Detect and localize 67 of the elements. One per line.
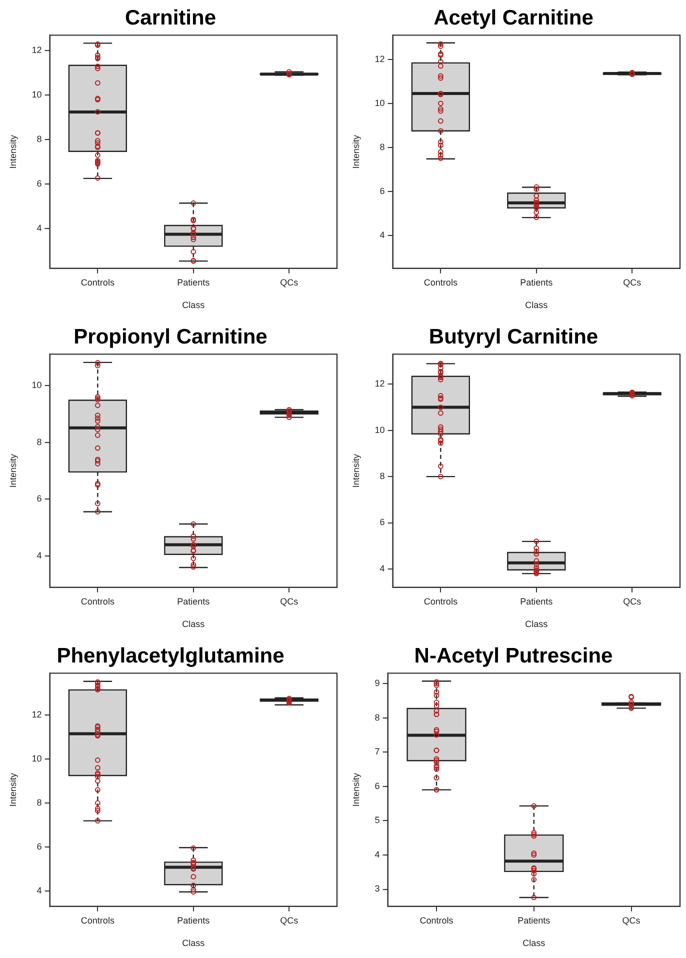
y-axis-title: Intensity: [350, 454, 361, 488]
y-axis-title: Intensity: [350, 772, 361, 807]
chart-title: Acetyl Carnitine: [434, 6, 594, 30]
y-tick-label: 12: [374, 378, 385, 389]
chart-title: Carnitine: [124, 6, 216, 30]
y-tick-label: 12: [374, 54, 385, 64]
x-tick-label: QCs: [622, 915, 641, 926]
x-axis-title: Class: [182, 938, 206, 948]
y-tick-label: 10: [374, 98, 385, 108]
chart-title: Phenylacetylglutamine: [56, 644, 284, 668]
x-tick-label: Controls: [80, 915, 115, 926]
y-tick-label: 10: [32, 380, 42, 390]
y-tick-label: 3: [374, 884, 380, 894]
x-tick-label: QCs: [280, 596, 299, 606]
x-axis-title: Class: [525, 619, 548, 630]
y-tick-label: 9: [374, 678, 380, 688]
y-tick-label: 6: [36, 841, 42, 852]
x-tick-label: Patients: [177, 277, 210, 288]
x-tick-label: Patients: [518, 915, 551, 926]
x-tick-label: Controls: [80, 277, 115, 288]
x-axis-title: Class: [525, 300, 548, 310]
y-tick-label: 7: [374, 746, 380, 757]
y-tick-label: 8: [36, 134, 42, 144]
y-tick-label: 10: [32, 90, 42, 100]
y-axis-title: Intensity: [8, 454, 18, 488]
chart-title: N-Acetyl Putrescine: [414, 644, 613, 668]
x-tick-label: QCs: [623, 596, 642, 606]
x-tick-label: Patients: [520, 277, 554, 288]
y-tick-label: 12: [32, 45, 42, 56]
y-tick-label: 12: [32, 709, 42, 720]
x-tick-label: QCs: [280, 277, 299, 288]
y-tick-label: 8: [374, 712, 380, 722]
y-tick-label: 4: [380, 563, 385, 574]
y-tick-label: 10: [32, 753, 42, 764]
y-tick-label: 8: [36, 797, 42, 808]
y-axis-title: Intensity: [8, 772, 18, 807]
y-tick-label: 8: [36, 436, 42, 447]
x-tick-label: Patients: [520, 596, 554, 606]
x-tick-label: QCs: [623, 277, 642, 288]
x-axis-title: Class: [522, 938, 546, 948]
y-tick-label: 8: [380, 142, 385, 152]
y-tick-label: 4: [374, 849, 380, 860]
chart-title: Butyryl Carnitine: [428, 325, 598, 348]
x-tick-label: Controls: [420, 915, 454, 926]
y-tick-label: 4: [36, 885, 42, 896]
x-axis-title: Class: [182, 300, 206, 310]
y-tick-label: 5: [374, 815, 380, 826]
x-tick-label: Controls: [424, 277, 458, 288]
x-axis-title: Class: [182, 619, 206, 630]
y-tick-label: 6: [380, 186, 385, 196]
y-tick-label: 10: [374, 424, 385, 435]
y-tick-label: 6: [374, 780, 380, 791]
y-tick-label: 4: [36, 550, 42, 561]
x-tick-label: Patients: [177, 915, 210, 926]
x-tick-label: QCs: [280, 915, 299, 926]
y-tick-label: 4: [380, 230, 385, 240]
y-tick-label: 6: [36, 494, 42, 504]
y-tick-label: 6: [380, 517, 385, 528]
x-tick-label: Controls: [80, 596, 115, 606]
y-axis-title: Intensity: [8, 134, 18, 169]
y-tick-label: 6: [36, 178, 42, 188]
x-tick-label: Controls: [424, 596, 458, 606]
y-tick-label: 8: [380, 471, 385, 482]
x-tick-label: Patients: [177, 596, 210, 606]
y-axis-title: Intensity: [350, 134, 361, 169]
y-tick-label: 4: [36, 222, 42, 233]
chart-title: Propionyl Carnitine: [74, 325, 268, 348]
